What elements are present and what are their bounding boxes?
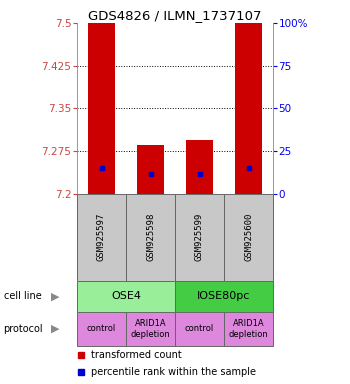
Text: transformed count: transformed count [91,349,181,359]
Text: cell line: cell line [4,291,41,301]
Text: GSM925597: GSM925597 [97,213,106,262]
Text: GSM925599: GSM925599 [195,213,204,262]
Title: GDS4826 / ILMN_1737107: GDS4826 / ILMN_1737107 [88,9,262,22]
Bar [175,281,273,312]
Bar [137,146,164,194]
Bar [175,312,224,346]
Text: control: control [87,324,116,333]
Bar [224,194,273,281]
Text: ▶: ▶ [51,324,59,334]
Bar [235,23,262,194]
Text: protocol: protocol [4,324,43,334]
Bar [224,312,273,346]
Text: ▶: ▶ [51,291,59,301]
Bar [88,23,115,194]
Bar [186,140,213,194]
Text: percentile rank within the sample: percentile rank within the sample [91,367,256,377]
Text: GSM925600: GSM925600 [244,213,253,262]
Bar [126,312,175,346]
Text: OSE4: OSE4 [111,291,141,301]
Text: control: control [185,324,214,333]
Bar [77,194,126,281]
Bar [77,281,175,312]
Text: ARID1A
depletion: ARID1A depletion [229,319,268,339]
Bar [126,194,175,281]
Bar [77,312,126,346]
Text: GSM925598: GSM925598 [146,213,155,262]
Text: ARID1A
depletion: ARID1A depletion [131,319,170,339]
Text: IOSE80pc: IOSE80pc [197,291,251,301]
Bar [175,194,224,281]
